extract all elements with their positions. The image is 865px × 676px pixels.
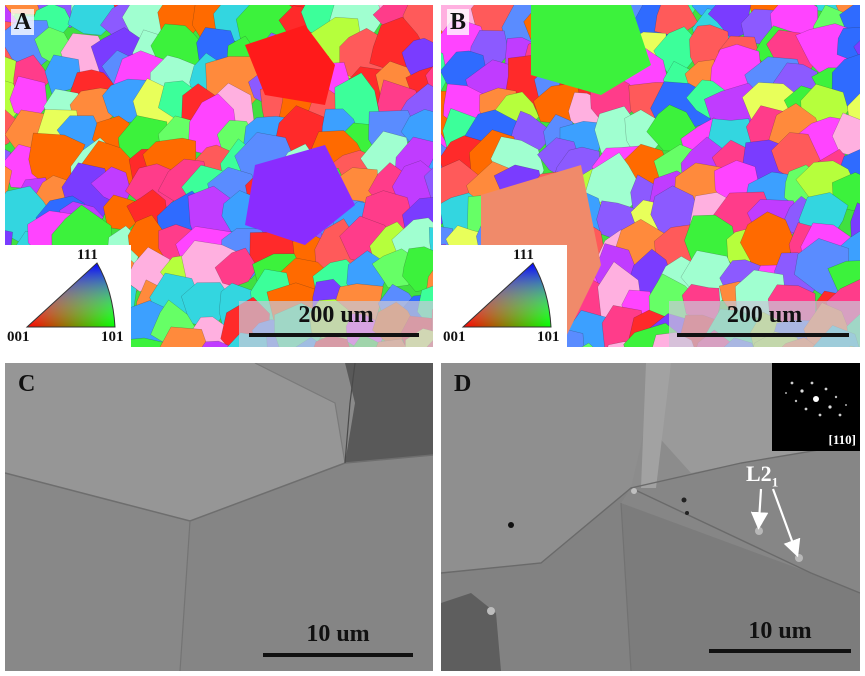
phase-annotation-sub: 1 [771,474,779,490]
ipf-triangle-icon [25,262,116,328]
panel-c: C 10 um [5,363,433,671]
panel-b: B 111 001 101 200 um [441,5,860,347]
ipf-label-111: 111 [513,247,534,263]
grain [423,167,433,206]
grain [44,54,81,95]
scale-bar-box-a [239,301,433,347]
panel-d: D [110] L21 10 um [441,363,860,671]
sem-image-c [5,363,433,671]
grain [159,326,208,347]
sem-image-d [441,363,860,671]
grain [531,5,651,95]
grain [707,5,751,40]
scale-bar-c [263,653,413,657]
ipf-label-101: 101 [537,329,560,345]
grain [850,202,860,242]
scale-bar-label-b: 200 um [726,302,803,328]
ipf-legend-a: 111 001 101 [5,245,131,347]
ebsd-map-b [441,5,860,347]
panel-label-b: B [447,9,470,35]
scale-bar-a [249,333,419,337]
panel-label-c: C [18,371,36,397]
ipf-label-001: 001 [443,329,466,345]
scale-bar-label-d: 10 um [748,618,812,644]
panel-a: A 111 001 101 200 um [5,5,433,347]
grain [581,342,594,347]
grain [214,247,257,287]
ipf-label-001: 001 [7,329,30,345]
grain [836,26,860,63]
scale-bar-box-b [669,301,860,347]
diffraction-pattern-inset: [110] [772,363,860,451]
ipf-triangle-icon [461,262,552,328]
grain [853,40,860,59]
grain [201,340,233,347]
ipf-label-111: 111 [77,247,98,263]
scale-bar-label-c: 10 um [306,621,370,647]
diffraction-pattern [785,381,847,417]
scale-bar-d [709,649,851,653]
ipf-label-101: 101 [101,329,124,345]
zone-axis-label: [110] [828,432,856,447]
scale-bar-label-a: 200 um [298,302,374,328]
grain [245,145,355,245]
grain [245,25,335,105]
ipf-legend-b: 111 001 101 [441,245,567,347]
phase-annotation: L21 [746,461,778,490]
panel-label-d: D [454,371,472,397]
scale-bar-b [677,333,849,337]
phase-annotation-main: L2 [746,461,772,486]
panel-label-a: A [11,9,35,35]
